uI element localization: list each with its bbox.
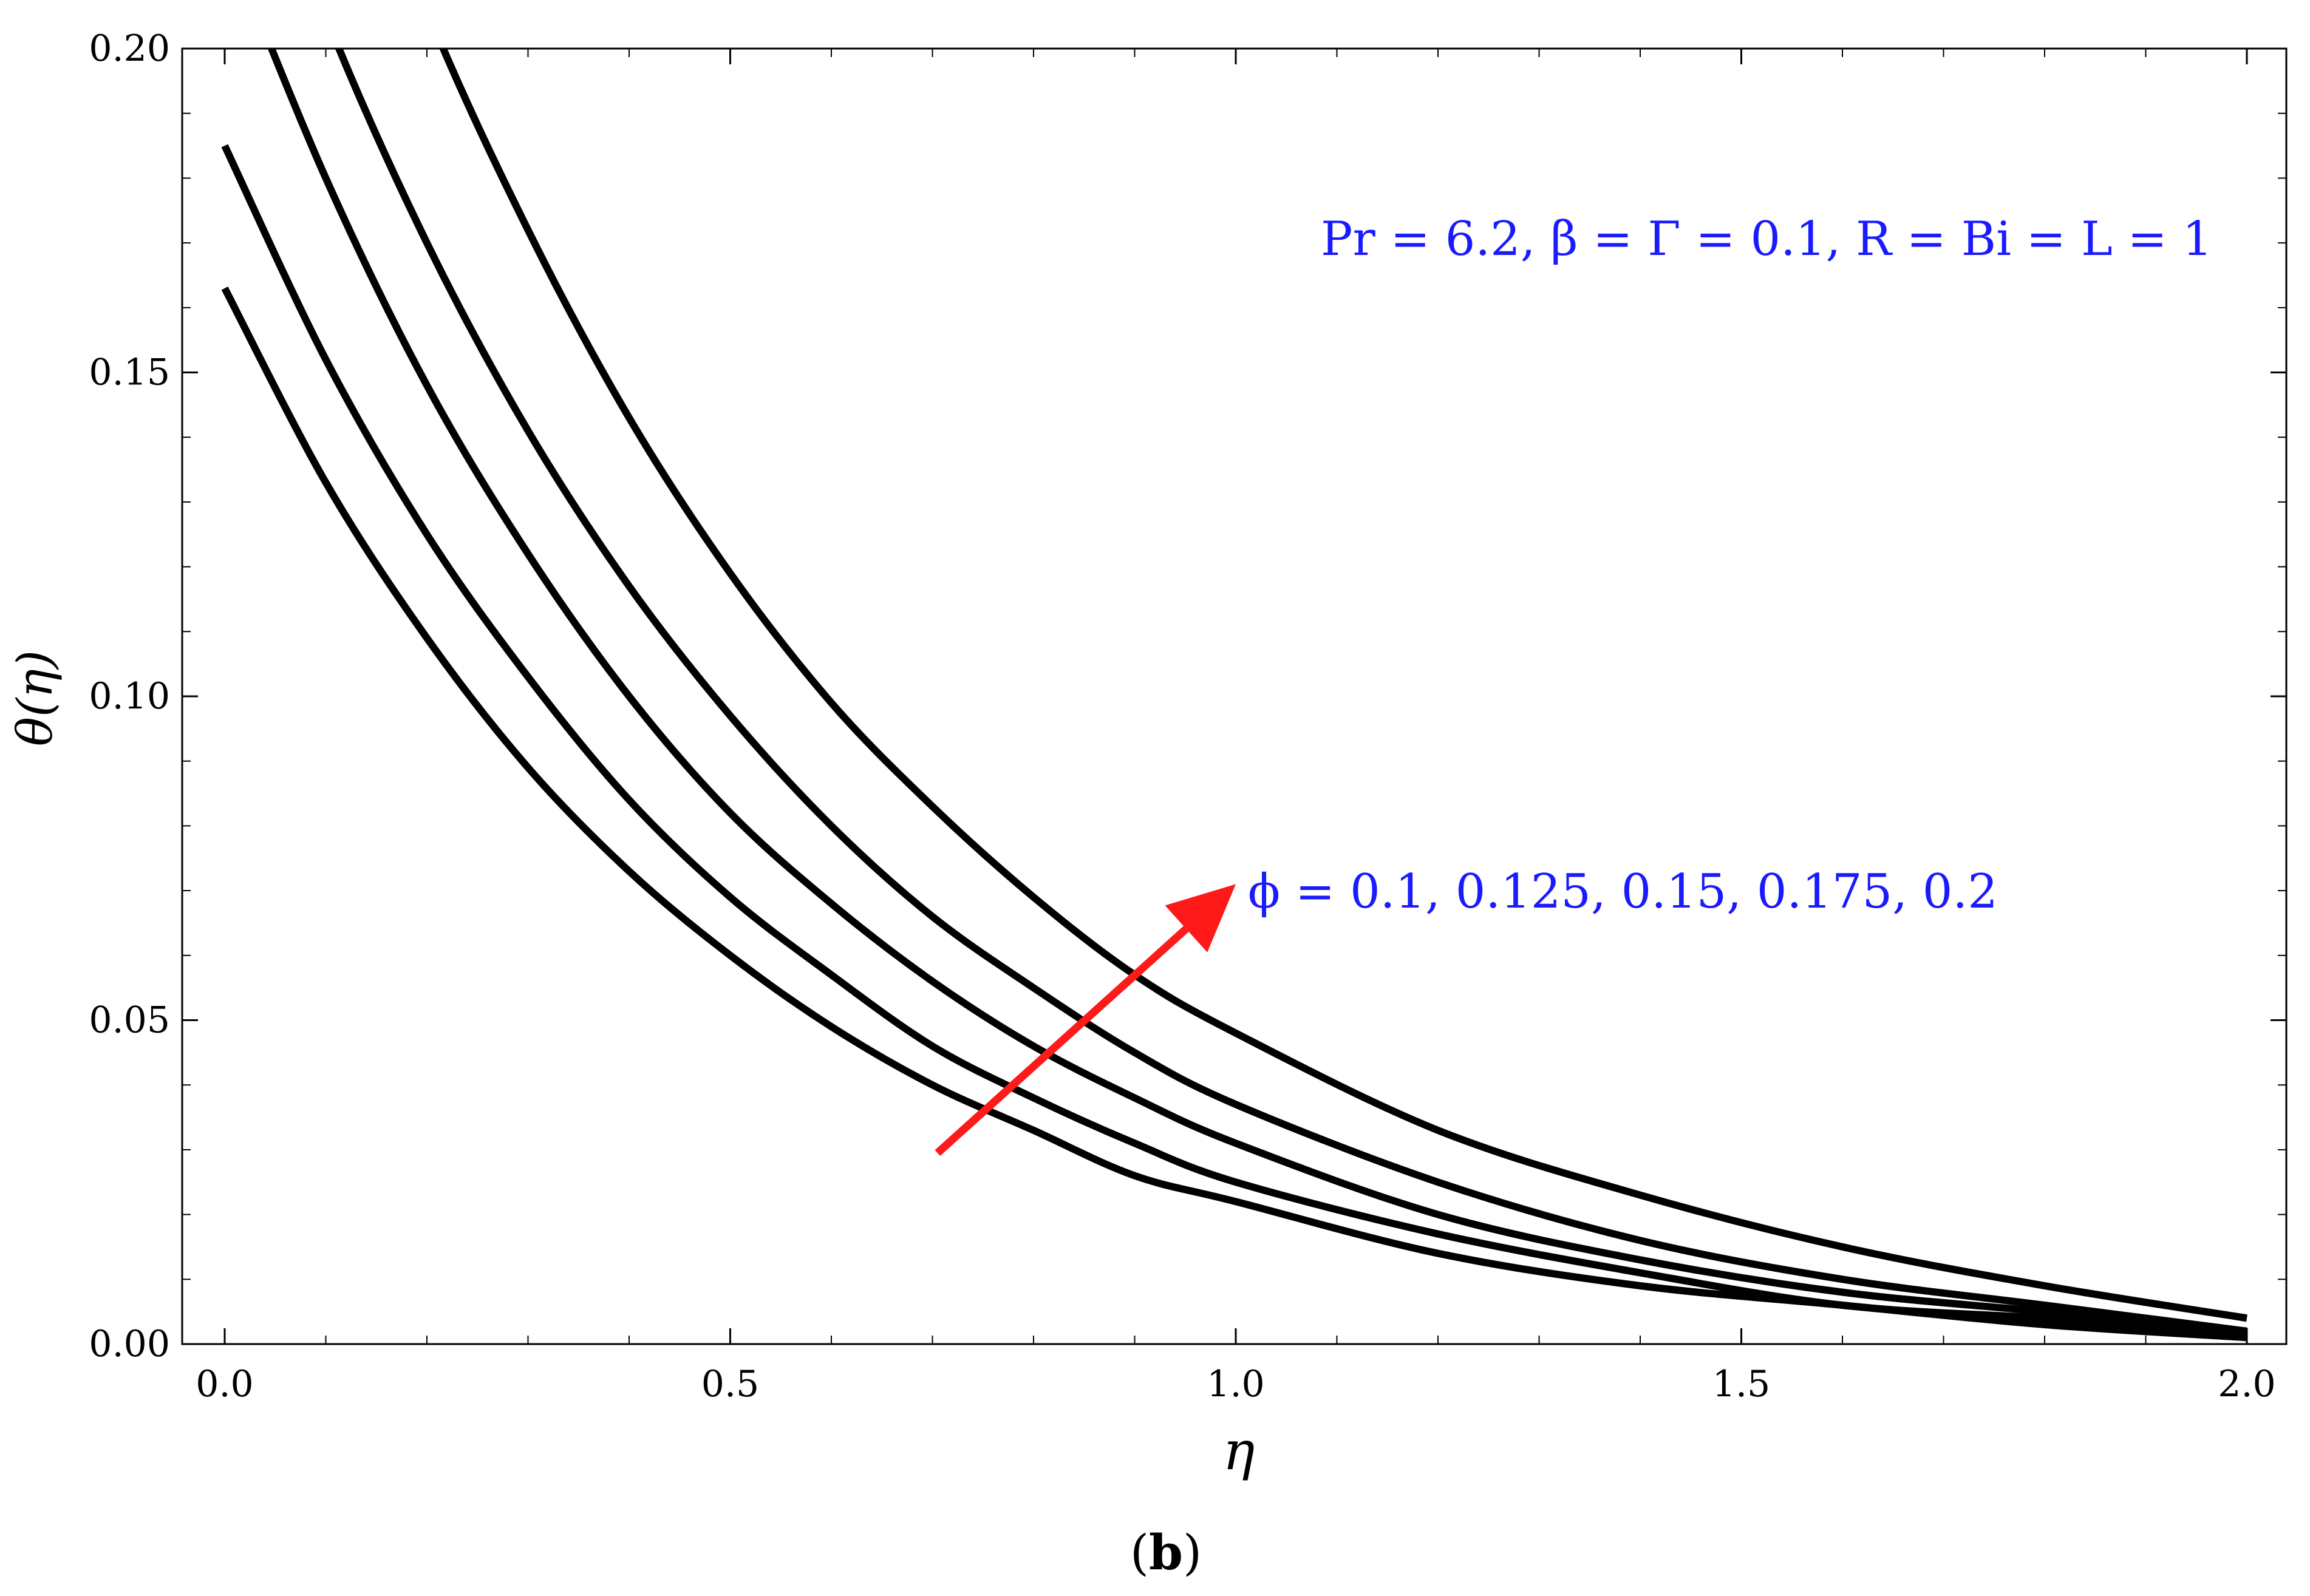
x-tick-label: 0.0 [196,1363,253,1405]
y-tick-label: 0.20 [89,27,170,70]
series-group [221,49,2247,1342]
x-tick-label: 1.5 [1712,1363,1770,1405]
axis-ticks: 0.0 0.5 1.0 1.5 2.0 0.00 0.05 0.10 0.15 0.20 [89,27,2286,1405]
arrow-shaft [935,926,1189,1156]
series-line-3 [267,49,2247,1335]
x-tick-label: 0.5 [701,1363,759,1405]
series-line-2 [221,144,2247,1335]
parameter-annotation: Pr = 6.2, β = Γ = 0.1, R = Bi = L = 1 [1321,212,2212,267]
y-axis-label: θ(η) [7,650,63,747]
panel-label: (b) [1130,1524,1202,1581]
arrow-group [935,884,1236,1156]
x-tick-label: 1.0 [1207,1363,1264,1405]
series-line-4 [335,49,2247,1335]
phi-annotation: ϕ = 0.1, 0.125, 0.15, 0.175, 0.2 [1248,864,1998,919]
y-tick-label: 0.05 [89,999,170,1042]
y-tick-label: 0.10 [89,675,170,718]
arrow-head [1165,884,1236,953]
y-tick-label: 0.15 [89,351,170,394]
x-tick-label: 2.0 [2218,1363,2275,1405]
series-line-5 [439,49,2247,1322]
x-axis-label: η [1223,1419,1255,1482]
y-tick-label: 0.00 [89,1323,170,1365]
